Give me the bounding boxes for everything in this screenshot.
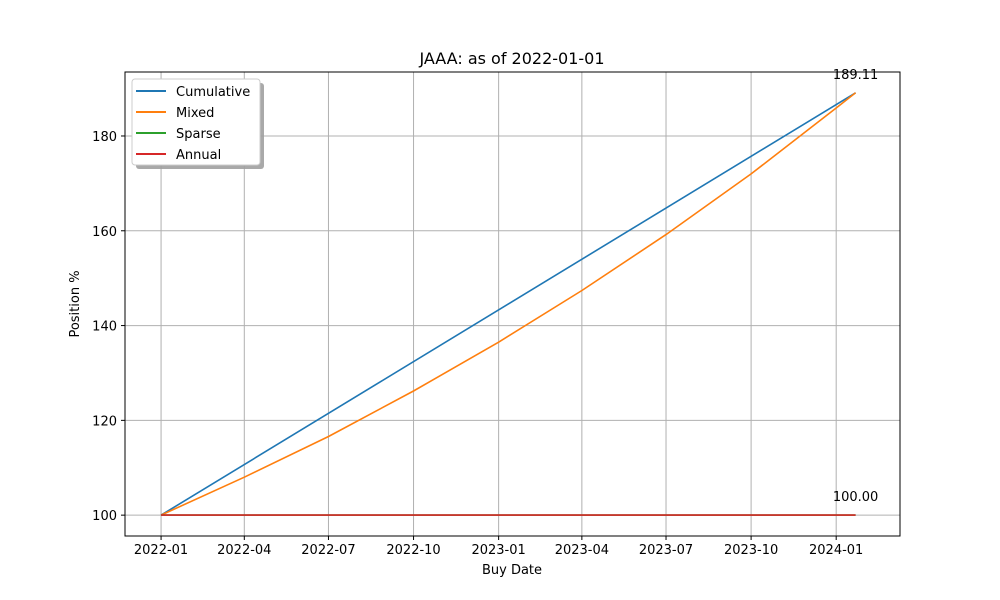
x-tick-label: 2022-04 — [217, 543, 271, 558]
axis-ticks: 2022-01 2022-04 2022-07 2022-10 2023-01 2023-… — [92, 130, 863, 558]
x-tick-label: 2023-07 — [639, 543, 693, 558]
y-tick-label: 160 — [92, 225, 117, 240]
y-tick-label: 100 — [92, 509, 117, 524]
legend-label-cumulative: Cumulative — [176, 85, 250, 100]
plot-area-frame — [124, 71, 901, 537]
y-tick-label: 140 — [92, 320, 117, 335]
x-tick-label: 2022-01 — [134, 543, 188, 558]
y-tick-label: 180 — [92, 130, 117, 145]
end-value-labels: 189.11 100.00 — [833, 68, 879, 505]
end-value-label: 100.00 — [833, 490, 879, 505]
legend-box — [131, 78, 261, 166]
chart-title: JAAA: as of 2022-01-01 — [418, 49, 604, 68]
y-axis-label: Position % — [68, 270, 83, 337]
series-line-cumulative — [160, 92, 857, 516]
x-tick-label: 2023-01 — [471, 543, 525, 558]
y-tick-label: 120 — [92, 414, 117, 429]
x-tick-label: 2024-01 — [809, 543, 863, 558]
legend-label-mixed: Mixed — [176, 106, 214, 121]
legend-label-annual: Annual — [176, 148, 221, 163]
legend: Cumulative Mixed Sparse Annual — [131, 78, 264, 169]
x-axis-label: Buy Date — [482, 563, 542, 578]
series-line-mixed — [160, 92, 857, 516]
legend-label-sparse: Sparse — [176, 127, 221, 142]
end-value-label: 189.11 — [833, 68, 879, 83]
x-tick-label: 2023-10 — [724, 543, 778, 558]
x-tick-label: 2022-07 — [301, 543, 355, 558]
x-tick-label: 2023-04 — [555, 543, 609, 558]
x-tick-label: 2022-10 — [386, 543, 440, 558]
series-lines — [160, 92, 857, 516]
